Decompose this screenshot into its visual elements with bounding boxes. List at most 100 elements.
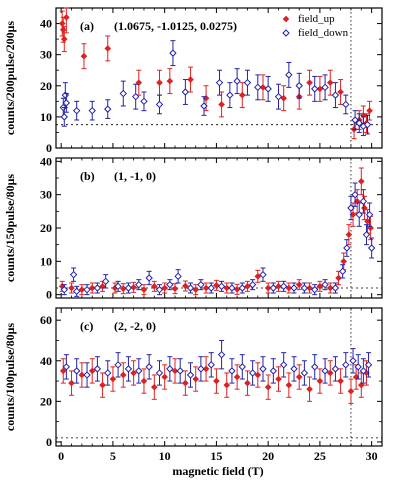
data-point <box>169 40 177 67</box>
panel-2: 0 10 20 30 40 counts/150pulse/80μs (b) (1, -1, … <box>3 154 383 302</box>
data-point <box>78 284 86 296</box>
marker <box>274 92 283 101</box>
data-point <box>243 69 252 96</box>
data-point <box>238 82 246 109</box>
marker <box>156 79 163 86</box>
data-point <box>145 354 153 380</box>
marker <box>285 381 293 389</box>
data-point <box>151 280 158 292</box>
data-point <box>171 358 179 384</box>
data-point <box>233 68 241 95</box>
marker <box>186 371 195 379</box>
marker <box>359 197 368 206</box>
y-tick-label: 20 <box>40 79 52 93</box>
data-point <box>213 279 220 291</box>
series-field-down <box>62 339 373 388</box>
data-point <box>321 74 329 101</box>
marker <box>362 230 371 239</box>
data-point <box>130 360 137 386</box>
marker <box>357 381 365 389</box>
data-point <box>275 366 282 392</box>
marker <box>109 375 117 383</box>
marker <box>238 363 246 371</box>
marker <box>364 361 373 369</box>
data-point <box>355 113 363 133</box>
marker <box>131 92 140 101</box>
data-point <box>72 358 81 384</box>
data-point <box>340 252 348 271</box>
x-tick-label: 15 <box>210 449 222 463</box>
data-point <box>326 282 334 294</box>
data-point <box>244 280 251 292</box>
data-point <box>338 264 347 279</box>
data-point <box>217 280 226 292</box>
marker <box>119 371 127 379</box>
marker <box>331 365 340 373</box>
data-point <box>223 372 231 398</box>
marker <box>83 371 91 379</box>
marker <box>295 281 303 288</box>
data-point <box>93 356 102 382</box>
data-point <box>274 83 283 110</box>
y-tick-label: 40 <box>40 154 52 168</box>
marker <box>285 71 293 79</box>
marker <box>354 363 362 371</box>
data-point <box>359 358 368 384</box>
data-point <box>331 82 340 109</box>
data-point <box>311 75 319 102</box>
data-point <box>104 360 112 386</box>
marker <box>161 373 168 381</box>
marker <box>244 379 251 387</box>
data-point <box>228 358 236 384</box>
data-point <box>140 368 148 394</box>
data-point <box>306 69 313 96</box>
marker <box>345 231 353 238</box>
data-point <box>326 360 334 386</box>
marker <box>226 91 234 99</box>
data-point <box>68 370 75 396</box>
data-point <box>80 43 88 70</box>
marker <box>88 284 96 292</box>
data-point <box>213 368 220 394</box>
x-tick-label: 30 <box>366 449 378 463</box>
marker <box>269 367 278 375</box>
marker <box>60 35 68 43</box>
data-point <box>347 195 355 221</box>
data-point <box>345 224 353 246</box>
data-point <box>60 26 68 53</box>
data-point <box>83 284 91 296</box>
marker <box>114 361 122 369</box>
data-point <box>174 269 182 284</box>
y-tick-label: 40 <box>40 354 52 368</box>
marker <box>285 284 293 292</box>
marker <box>202 284 210 292</box>
marker <box>316 377 324 385</box>
marker <box>248 280 257 289</box>
marker <box>88 367 96 375</box>
data-point <box>218 91 225 118</box>
marker <box>207 284 215 292</box>
data-point <box>233 283 241 295</box>
data-point <box>176 358 184 384</box>
data-point <box>244 370 251 396</box>
marker <box>68 284 75 292</box>
series-field-down <box>60 182 376 297</box>
data-point <box>226 82 234 109</box>
marker <box>171 285 179 292</box>
marker <box>338 267 347 276</box>
marker <box>254 273 262 280</box>
marker <box>351 116 359 124</box>
data-point <box>238 354 246 380</box>
x-tick-label: 25 <box>314 449 326 463</box>
marker <box>311 363 319 371</box>
data-point <box>135 69 143 96</box>
x-tick-label: 0 <box>58 449 64 463</box>
marker <box>349 357 357 365</box>
data-point <box>166 68 174 95</box>
data-point <box>367 215 374 241</box>
marker <box>290 284 298 292</box>
x-tick-label: 20 <box>262 449 274 463</box>
marker <box>169 49 177 57</box>
data-point <box>331 356 340 382</box>
data-point <box>259 356 267 382</box>
